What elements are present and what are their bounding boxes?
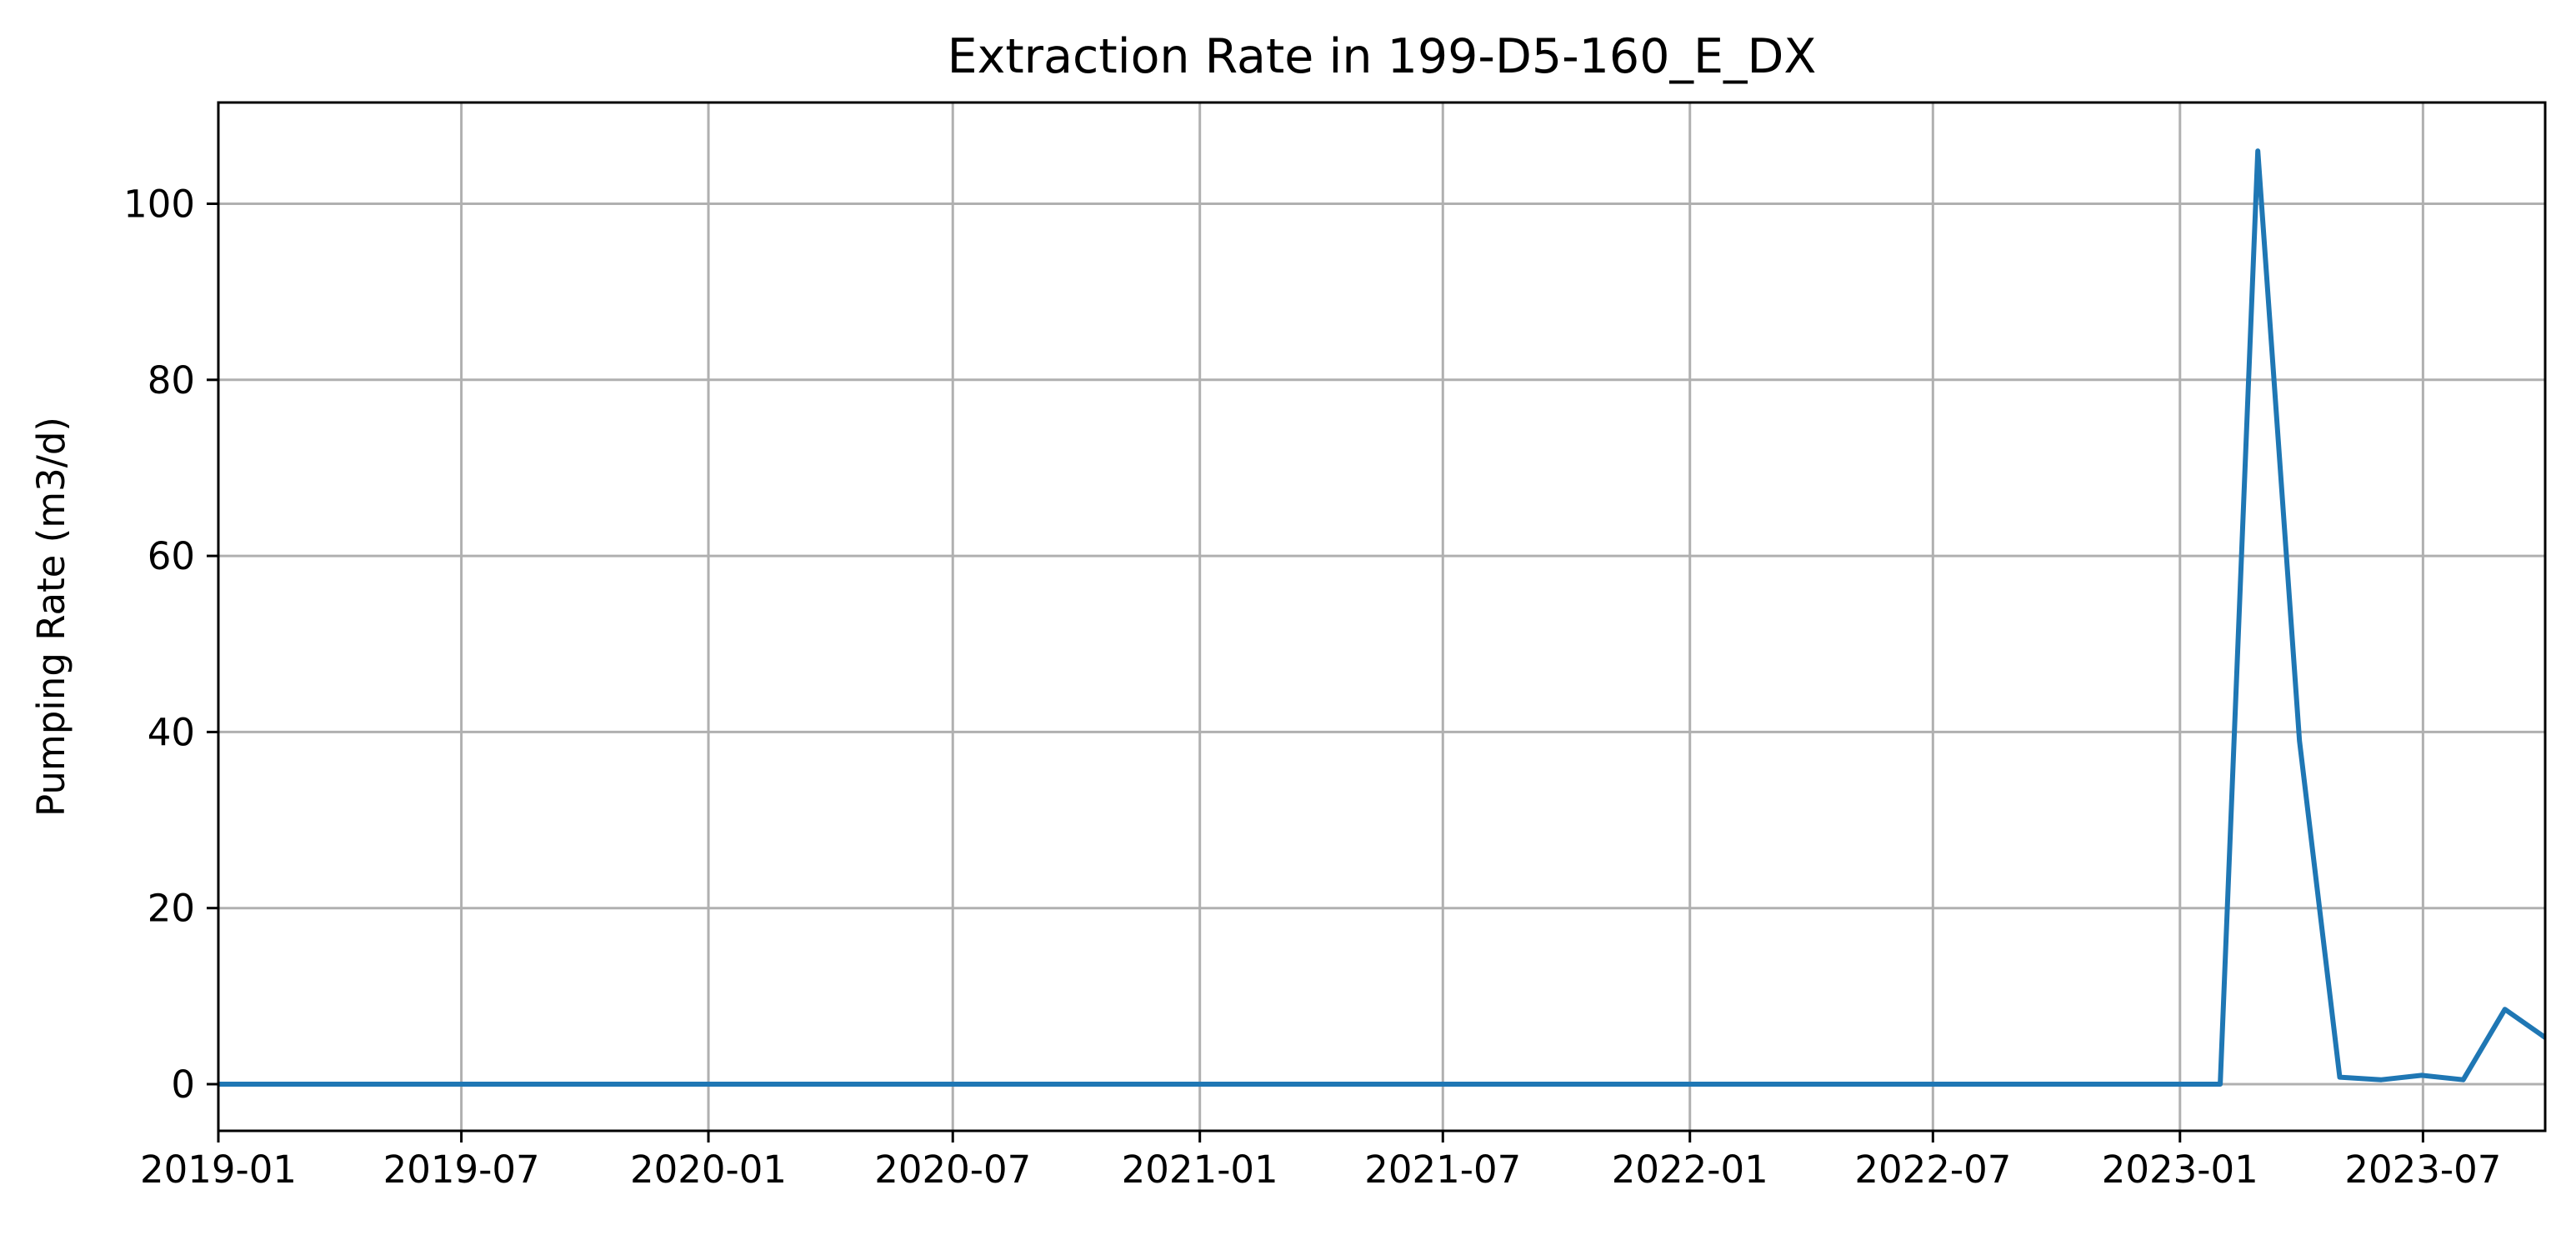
x-tick-label: 2021-07 (1364, 1148, 1521, 1192)
x-tick-label: 2020-01 (630, 1148, 787, 1192)
grid-lines (217, 102, 2545, 1131)
series-layer (218, 148, 2545, 1087)
y-tick-label: 20 (148, 887, 195, 931)
series-line-0 (218, 148, 2545, 1087)
x-tick-label: 2023-01 (2102, 1148, 2258, 1192)
y-tick-label: 80 (148, 358, 195, 402)
x-tick-label: 2019-01 (140, 1148, 297, 1192)
y-tick-label: 40 (148, 710, 195, 754)
y-tick-label: 0 (171, 1062, 195, 1107)
x-tick-label: 2022-01 (1612, 1148, 1768, 1192)
y-tick-label: 100 (123, 182, 195, 226)
chart-title: Extraction Rate in 199-D5-160_E_DX (948, 29, 1817, 84)
axes-frame (217, 101, 2547, 1132)
x-tick-label: 2019-07 (383, 1148, 540, 1192)
y-axis-label: Pumping Rate (m3/d) (29, 417, 73, 817)
x-tick-label: 2021-01 (1122, 1148, 1278, 1192)
x-tick-label: 2020-07 (874, 1148, 1031, 1192)
x-tick-label: 2022-07 (1854, 1148, 2011, 1192)
axis-ticks: 2019-01 2019-07 2020-01 2020-07 2021-01 2021-… (123, 182, 2501, 1192)
y-tick-label: 60 (148, 534, 195, 578)
x-tick-label: 2023-07 (2344, 1148, 2501, 1192)
